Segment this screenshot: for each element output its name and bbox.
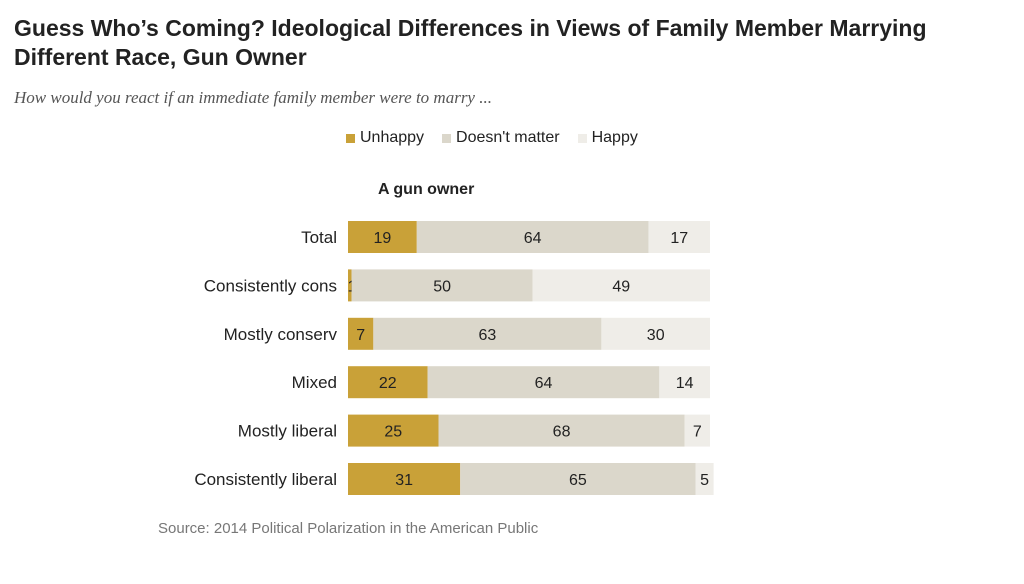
bar-segment-happy [648, 221, 710, 253]
bar-segment-happy [684, 414, 710, 447]
category-label: Total [301, 228, 337, 247]
legend-swatch-doesnt-matter [442, 133, 452, 143]
bar-segment-doesnt-matter [373, 317, 602, 350]
bar-segment-unhappy [348, 463, 461, 495]
legend-label-unhappy: Unhappy [360, 129, 425, 146]
bar-segment-unhappy [348, 221, 417, 253]
bar-segment-unhappy [348, 269, 352, 302]
data-label-doesnt-matter: 68 [553, 424, 571, 441]
category-label: Consistently cons [204, 276, 337, 295]
bar-segment-unhappy [348, 366, 428, 399]
data-label-doesnt-matter: 64 [524, 230, 542, 247]
data-label-happy: 17 [670, 230, 688, 247]
bar-segment-happy [532, 269, 710, 302]
data-label-unhappy: 22 [379, 375, 397, 392]
category-label: Mostly conserv [224, 325, 338, 344]
data-label-unhappy: 7 [356, 327, 365, 344]
bar-segment-unhappy [348, 317, 374, 350]
bar-segment-unhappy [348, 414, 439, 447]
panel-title: A gun owner [378, 181, 475, 198]
category-label: Mostly liberal [238, 422, 337, 441]
chart-subtitle: How would you react if an immediate fami… [14, 88, 492, 107]
data-label-happy: 7 [693, 424, 702, 441]
data-label-unhappy: 25 [384, 424, 402, 441]
data-label-doesnt-matter: 63 [478, 327, 496, 344]
legend-swatch-happy [577, 133, 587, 143]
data-label-happy: 5 [700, 472, 709, 489]
bar-segment-happy [659, 366, 710, 399]
data-label-doesnt-matter: 65 [569, 472, 587, 489]
bar-segment-happy [601, 317, 710, 350]
bar-segment-doesnt-matter [351, 269, 533, 302]
legend: Unhappy Doesn't matter Happy [346, 129, 638, 147]
source-note: Source: 2014 Political Polarization in t… [158, 520, 539, 537]
legend-item-happy: Happy [577, 129, 638, 147]
category-label: Mixed [292, 373, 337, 392]
data-label-happy: 49 [612, 278, 630, 295]
legend-label-happy: Happy [591, 129, 638, 146]
data-label-doesnt-matter: 50 [433, 278, 451, 295]
data-label-happy: 30 [647, 327, 665, 344]
bar-segment-doesnt-matter [416, 221, 649, 253]
legend-item-doesnt-matter: Doesn't matter [442, 129, 560, 147]
data-label-doesnt-matter: 64 [535, 375, 553, 392]
category-label: Consistently liberal [194, 470, 337, 489]
chart-title: Guess Who’s Coming? Ideological Differen… [14, 15, 927, 70]
legend-label-doesnt-matter: Doesn't matter [456, 129, 560, 146]
legend-swatch-unhappy [346, 133, 355, 143]
data-label-unhappy: 19 [373, 230, 391, 247]
data-label-unhappy: 31 [395, 472, 413, 489]
bar-segment-doesnt-matter [427, 366, 660, 399]
bar-segment-doesnt-matter [460, 463, 696, 495]
bar-segment-happy [695, 463, 714, 495]
legend-item-unhappy: Unhappy [346, 129, 424, 147]
bar-segment-doesnt-matter [438, 414, 685, 447]
data-label-happy: 14 [676, 375, 694, 392]
